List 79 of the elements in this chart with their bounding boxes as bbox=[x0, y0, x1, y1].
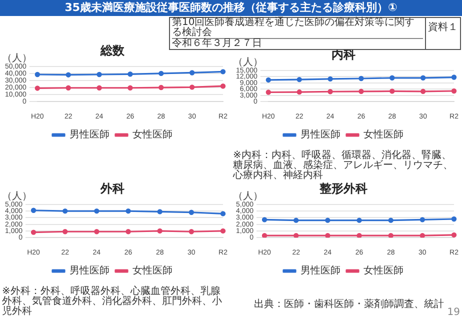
point bbox=[189, 70, 195, 76]
point bbox=[66, 85, 71, 90]
point bbox=[328, 89, 333, 94]
point bbox=[220, 228, 226, 234]
point bbox=[94, 208, 100, 214]
point bbox=[30, 208, 36, 213]
point bbox=[388, 218, 394, 223]
point bbox=[34, 72, 40, 78]
point bbox=[420, 233, 426, 238]
point bbox=[34, 86, 40, 91]
point bbox=[126, 229, 131, 234]
legend-label: 女性医師 bbox=[364, 128, 404, 141]
chart-title: 総数 bbox=[100, 43, 126, 58]
point bbox=[294, 218, 299, 223]
text: 令和６年３月２７日 bbox=[172, 38, 423, 49]
point bbox=[420, 75, 426, 80]
legend-label: 男性医師 bbox=[70, 264, 110, 277]
point bbox=[157, 228, 162, 234]
point bbox=[62, 229, 68, 234]
point bbox=[96, 72, 102, 78]
point bbox=[296, 76, 302, 82]
point bbox=[420, 217, 426, 222]
chart-title: 整形外科 bbox=[318, 181, 368, 196]
point bbox=[62, 208, 68, 214]
point bbox=[266, 90, 272, 95]
point bbox=[451, 88, 457, 94]
point bbox=[451, 74, 457, 80]
y-axis-title: （人） bbox=[233, 56, 263, 68]
point bbox=[96, 85, 102, 90]
source-note: 出典：医師・歯科医師・薬剤師調査、統計 bbox=[254, 299, 444, 310]
point bbox=[126, 208, 131, 214]
point bbox=[189, 84, 195, 90]
point bbox=[188, 229, 194, 234]
legend-label: 男性医師 bbox=[300, 264, 340, 277]
point bbox=[358, 76, 364, 82]
point bbox=[66, 72, 71, 78]
point bbox=[94, 229, 100, 234]
point bbox=[262, 233, 268, 238]
y-axis-title: （人） bbox=[2, 190, 32, 202]
y-axis-title: （人） bbox=[233, 190, 263, 202]
point bbox=[128, 72, 133, 77]
point bbox=[451, 216, 457, 222]
point bbox=[220, 69, 226, 74]
point bbox=[358, 88, 364, 94]
point bbox=[266, 77, 272, 83]
point bbox=[356, 233, 362, 238]
point bbox=[296, 89, 302, 95]
legend-label: 女性医師 bbox=[132, 128, 172, 141]
point bbox=[30, 230, 36, 235]
point bbox=[328, 76, 333, 82]
point bbox=[220, 84, 226, 89]
legend-label: 女性医師 bbox=[364, 264, 404, 277]
y-axis-title: （人） bbox=[2, 52, 32, 64]
text: 35歳未満医療施設従事医師数の推移（従事する主たる診療科別）① bbox=[0, 0, 462, 16]
text: ※外科：外科、呼吸器外科、心臓血管外科、乳腺外科、気管食道外科、消化器外科、肛門外科、小児外科 bbox=[2, 286, 223, 317]
point bbox=[325, 218, 330, 223]
point bbox=[325, 233, 330, 238]
point bbox=[220, 211, 226, 216]
point bbox=[420, 88, 426, 94]
text: ※内科：内科、呼吸器、循環器、消化器、腎臓、糖尿病、血液、感染症、アレルギー、リウマチ、心療内科、神経内科 bbox=[233, 150, 454, 181]
point bbox=[388, 233, 394, 238]
point bbox=[390, 75, 395, 80]
legend-label: 男性医師 bbox=[70, 128, 110, 141]
chart-title: 外科 bbox=[100, 181, 124, 196]
legend-label: 女性医師 bbox=[132, 264, 172, 277]
text: 資料１ bbox=[425, 18, 460, 49]
point bbox=[451, 232, 457, 238]
point bbox=[158, 70, 164, 76]
legend-label: 男性医師 bbox=[300, 128, 340, 141]
point bbox=[262, 217, 268, 222]
point bbox=[294, 233, 299, 238]
point bbox=[128, 85, 133, 90]
point bbox=[158, 84, 164, 90]
point bbox=[188, 210, 194, 215]
point bbox=[356, 218, 362, 223]
text: 19 bbox=[447, 307, 460, 318]
text: 第10回医師養成過程を通じた医師の偏在対策等に関する検討会 bbox=[172, 17, 416, 38]
point bbox=[390, 88, 395, 94]
point bbox=[157, 209, 162, 214]
